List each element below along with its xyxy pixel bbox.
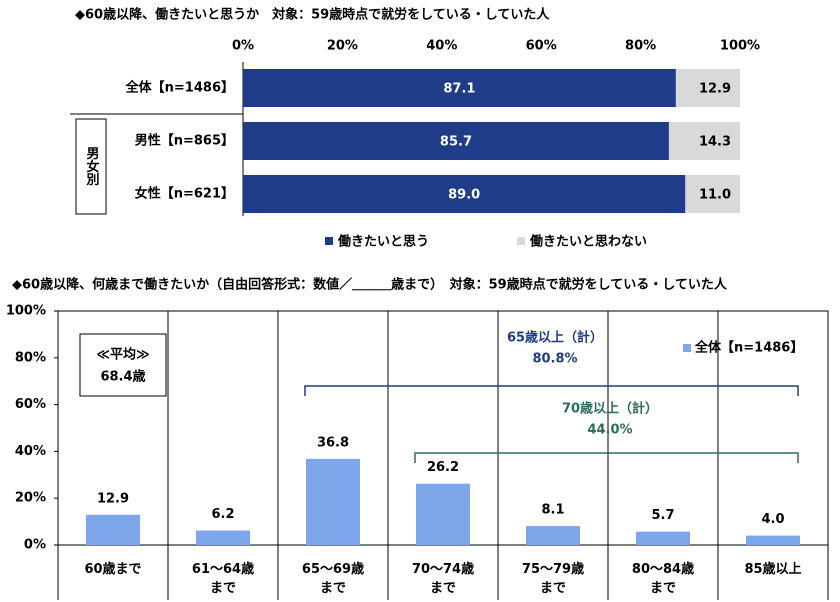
y-tick-label: 男性【n=865】 bbox=[135, 133, 234, 149]
y-tick-label: 60% bbox=[15, 397, 46, 412]
bar-segment bbox=[243, 175, 686, 213]
x-tick-label: 65～69歳 まで bbox=[301, 562, 365, 596]
chart-title: ◆60歳以降、働きたいと思うか 対象：59歳時点で就労をしている・していた人 bbox=[75, 7, 550, 23]
legend-swatch bbox=[517, 237, 525, 245]
group-box bbox=[75, 118, 107, 215]
y-tick-label: 20% bbox=[15, 491, 46, 506]
x-tick-label: 70～74歳 まで bbox=[411, 562, 475, 596]
legend-swatch bbox=[683, 344, 691, 352]
y-tick-label: 女性【n=621】 bbox=[135, 186, 234, 202]
data-label: 89.0 bbox=[448, 188, 480, 203]
data-label: 8.1 bbox=[541, 503, 564, 518]
bracket-label: 70歳以上（計） bbox=[562, 401, 658, 417]
x-tick-label: 75～79歳 まで bbox=[521, 562, 585, 596]
bar bbox=[86, 514, 140, 545]
data-label: 87.1 bbox=[443, 82, 475, 97]
bracket-label: 65歳以上（計） bbox=[507, 330, 603, 346]
legend-label: 働きたいと思わない bbox=[529, 234, 647, 250]
legend-label: 全体【n=1486】 bbox=[694, 340, 803, 356]
bar-segment bbox=[668, 122, 740, 160]
bar bbox=[416, 483, 470, 545]
chart-title: ◆60歳以降、何歳まで働きたいか（自由回答形式：数値／＿＿＿歳まで） 対象：59… bbox=[12, 277, 728, 293]
x-tick-label: 60% bbox=[526, 39, 557, 54]
y-tick-label: 80% bbox=[15, 350, 46, 365]
x-tick-label: 0% bbox=[232, 39, 254, 54]
data-label: 12.9 bbox=[699, 82, 731, 97]
data-label: 6.2 bbox=[211, 507, 234, 522]
x-tick-label: 61～64歳 まで bbox=[191, 562, 255, 596]
legend-label: 働きたいと思う bbox=[337, 234, 429, 250]
bracket bbox=[304, 385, 799, 396]
data-label: 4.0 bbox=[761, 512, 784, 527]
bar-segment bbox=[243, 122, 669, 160]
y-tick-label: 全体【n=1486】 bbox=[125, 80, 234, 96]
x-tick-label: 40% bbox=[426, 39, 457, 54]
x-tick-label: 80～84歳 まで bbox=[631, 562, 695, 596]
bracket-total: 44.0% bbox=[587, 423, 632, 438]
data-label: 85.7 bbox=[440, 135, 472, 150]
bar bbox=[306, 458, 360, 545]
data-label: 26.2 bbox=[427, 460, 459, 475]
bar-segment bbox=[675, 69, 740, 107]
x-tick-label: 20% bbox=[327, 39, 358, 54]
bar bbox=[196, 530, 250, 545]
y-tick-label: 40% bbox=[15, 444, 46, 459]
bar-segment bbox=[685, 175, 740, 213]
x-tick-label: 80% bbox=[625, 39, 656, 54]
bar bbox=[526, 526, 580, 545]
average-label: ≪平均≫ bbox=[96, 347, 149, 363]
x-tick-label: 100% bbox=[720, 39, 760, 54]
average-box bbox=[79, 333, 167, 397]
data-label: 14.3 bbox=[699, 135, 731, 150]
y-tick-label: 100% bbox=[6, 304, 46, 319]
y-tick-label: 0% bbox=[24, 538, 46, 553]
data-label: 36.8 bbox=[317, 435, 349, 450]
data-label: 5.7 bbox=[651, 508, 674, 523]
bar-segment bbox=[243, 69, 676, 107]
data-label: 11.0 bbox=[699, 188, 731, 203]
group-label: 男女別 bbox=[84, 147, 101, 187]
bracket bbox=[414, 452, 799, 463]
data-label: 12.9 bbox=[97, 491, 129, 506]
bar bbox=[746, 535, 800, 545]
x-tick-label: 60歳まで bbox=[84, 562, 142, 577]
legend-swatch bbox=[325, 237, 333, 245]
average-value: 68.4歳 bbox=[100, 369, 145, 385]
x-tick-label: 85歳以上 bbox=[744, 562, 802, 577]
bar bbox=[636, 531, 690, 545]
bracket-total: 80.8% bbox=[532, 352, 577, 367]
